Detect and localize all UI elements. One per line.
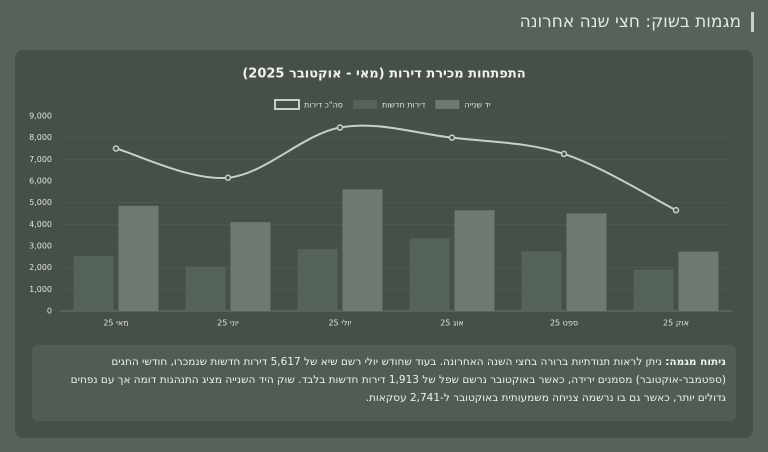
y-tick-label: 2,000 (29, 263, 52, 272)
x-tick-label: אוג 25 (440, 319, 464, 328)
line (115, 124, 677, 212)
y-tick-label: 6,000 (29, 177, 52, 186)
y-tick-label: 1,000 (29, 285, 52, 294)
chart-title: התפתחות מכירת דירות (מאי - אוקטובר 2025) (242, 67, 525, 82)
bar (678, 251, 719, 311)
x-tick-label: מאי 25 (103, 319, 128, 328)
analysis-text: ניתן לראות תנודתיות ברורה בחצי השנה האחר… (70, 356, 726, 404)
line-point (112, 145, 120, 152)
legend-swatch (274, 99, 300, 110)
line-point (560, 150, 568, 158)
y-tick-label: 8,000 (29, 133, 52, 142)
bar (118, 205, 159, 311)
line-point (448, 134, 456, 141)
bar (454, 210, 495, 311)
analysis: ניתוח מגמה: ניתן לראות תנודתיות ברורה בח… (32, 345, 736, 421)
bar (342, 189, 383, 311)
legend-swatch (435, 100, 460, 109)
bar (409, 238, 450, 311)
y-tick-label: 9,000 (29, 112, 52, 121)
line-point (672, 206, 680, 214)
y-tick-label: 5,000 (29, 198, 52, 207)
bar (185, 266, 226, 311)
legend-swatch (352, 100, 377, 109)
y-tick-label: 3,000 (29, 242, 52, 251)
x-tick-label: אוק 25 (663, 319, 689, 328)
y-tick-label: 4,000 (29, 220, 52, 229)
bar (566, 213, 607, 311)
header-title: מגמות בשוק: חצי שנה אחרונה (520, 12, 754, 32)
y-tick-label: 7,000 (29, 155, 52, 164)
y-tick-label: 0 (47, 307, 52, 316)
analysis-label: ניתוח מגמה: (665, 356, 726, 368)
x-tick-label: ספט 25 (550, 319, 578, 328)
bar (73, 255, 114, 311)
legend-label: דירות חדשות (382, 101, 426, 110)
legend-label: סה"כ דירות (304, 101, 343, 110)
x-tick-label: יוני 25 (217, 319, 239, 328)
line-point (224, 174, 232, 181)
bar (230, 222, 271, 311)
bar (297, 249, 338, 311)
legend-label: יד שנייה (464, 101, 491, 110)
line-point (336, 124, 344, 131)
bar (521, 251, 562, 311)
x-tick-label: יולי 25 (328, 319, 351, 328)
bar (633, 269, 674, 311)
